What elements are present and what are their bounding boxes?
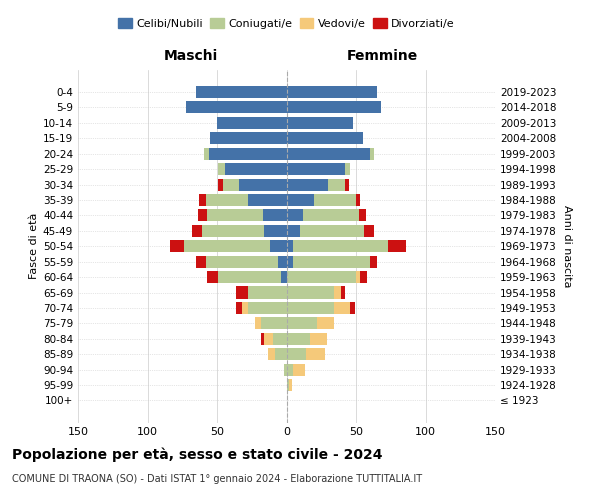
Bar	[207, 210, 263, 222]
Bar	[287, 225, 301, 237]
Bar	[236, 302, 242, 314]
Bar	[287, 348, 306, 360]
Bar	[370, 148, 374, 160]
Bar	[287, 117, 353, 129]
Bar	[206, 256, 278, 268]
Bar	[196, 256, 206, 268]
Bar	[287, 333, 310, 345]
Bar	[314, 194, 356, 206]
Bar	[236, 286, 248, 298]
Bar	[328, 178, 345, 190]
Bar	[356, 194, 360, 206]
Bar	[248, 302, 287, 314]
Bar	[278, 256, 287, 268]
Bar	[205, 148, 209, 160]
Bar	[287, 256, 293, 268]
Bar	[217, 117, 287, 129]
Bar	[287, 148, 370, 160]
Bar	[341, 286, 345, 298]
Legend: Celibi/Nubili, Coniugati/e, Vedovi/e, Divorziati/e: Celibi/Nubili, Coniugati/e, Vedovi/e, Di…	[114, 14, 459, 34]
Bar	[287, 240, 293, 252]
Bar	[210, 132, 287, 144]
Bar	[218, 271, 281, 283]
Bar	[310, 333, 327, 345]
Bar	[334, 286, 341, 298]
Bar	[196, 86, 287, 98]
Bar	[202, 225, 264, 237]
Bar	[350, 302, 355, 314]
Bar	[334, 302, 350, 314]
Bar	[287, 178, 328, 190]
Bar	[239, 178, 287, 190]
Y-axis label: Fasce di età: Fasce di età	[29, 213, 39, 280]
Bar	[170, 240, 184, 252]
Y-axis label: Anni di nascita: Anni di nascita	[562, 205, 572, 288]
Bar	[388, 240, 406, 252]
Bar	[262, 333, 264, 345]
Bar	[264, 333, 272, 345]
Bar	[197, 210, 207, 222]
Bar	[356, 271, 360, 283]
Bar	[206, 194, 248, 206]
Bar	[226, 163, 287, 175]
Bar	[287, 102, 381, 114]
Bar	[262, 318, 287, 330]
Bar	[293, 364, 305, 376]
Bar	[207, 271, 218, 283]
Bar	[301, 225, 364, 237]
Bar	[192, 225, 202, 237]
Bar	[287, 271, 356, 283]
Bar	[184, 240, 270, 252]
Bar	[345, 178, 349, 190]
Bar	[187, 102, 287, 114]
Bar	[270, 240, 287, 252]
Bar	[209, 148, 287, 160]
Bar	[287, 132, 363, 144]
Bar	[275, 348, 287, 360]
Bar	[287, 379, 289, 391]
Bar	[284, 364, 287, 376]
Bar	[218, 178, 223, 190]
Text: Femmine: Femmine	[347, 49, 418, 63]
Bar	[248, 286, 287, 298]
Bar	[287, 364, 293, 376]
Bar	[248, 194, 287, 206]
Bar	[223, 178, 239, 190]
Bar	[289, 379, 292, 391]
Bar	[317, 318, 334, 330]
Bar	[287, 194, 314, 206]
Bar	[287, 286, 334, 298]
Bar	[281, 271, 287, 283]
Bar	[287, 210, 303, 222]
Bar	[359, 210, 366, 222]
Bar	[242, 302, 248, 314]
Bar	[287, 163, 345, 175]
Bar	[293, 240, 388, 252]
Text: COMUNE DI TRAONA (SO) - Dati ISTAT 1° gennaio 2024 - Elaborazione TUTTITALIA.IT: COMUNE DI TRAONA (SO) - Dati ISTAT 1° ge…	[12, 474, 422, 484]
Bar	[306, 348, 325, 360]
Bar	[364, 225, 374, 237]
Bar	[287, 318, 317, 330]
Bar	[370, 256, 377, 268]
Bar	[254, 318, 262, 330]
Bar	[218, 163, 226, 175]
Text: Popolazione per età, sesso e stato civile - 2024: Popolazione per età, sesso e stato civil…	[12, 448, 383, 462]
Bar	[268, 348, 275, 360]
Bar	[293, 256, 370, 268]
Bar	[199, 194, 206, 206]
Bar	[272, 333, 287, 345]
Bar	[287, 86, 377, 98]
Bar	[303, 210, 359, 222]
Bar	[287, 302, 334, 314]
Bar	[264, 225, 287, 237]
Bar	[360, 271, 367, 283]
Bar	[263, 210, 287, 222]
Bar	[345, 163, 350, 175]
Text: Maschi: Maschi	[163, 49, 218, 63]
